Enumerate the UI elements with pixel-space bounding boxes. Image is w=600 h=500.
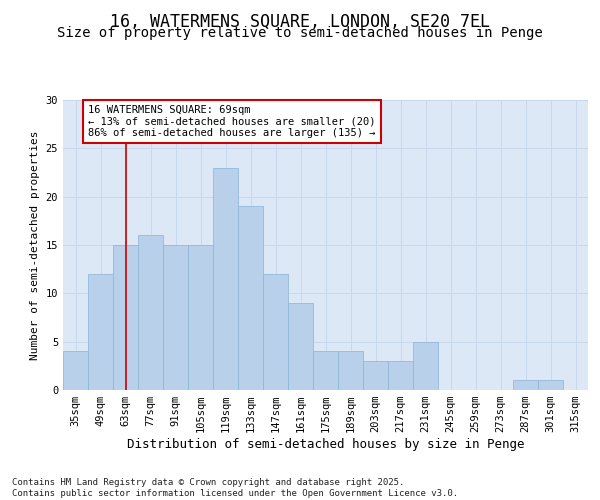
Text: Size of property relative to semi-detached houses in Penge: Size of property relative to semi-detach… [57,26,543,40]
Bar [413,342,438,390]
Bar [363,361,388,390]
Bar [238,206,263,390]
Bar [88,274,113,390]
Text: 16, WATERMENS SQUARE, LONDON, SE20 7EL: 16, WATERMENS SQUARE, LONDON, SE20 7EL [110,12,490,30]
Bar [163,245,188,390]
Bar [63,352,88,390]
Bar [188,245,213,390]
Bar [313,352,338,390]
Text: Contains HM Land Registry data © Crown copyright and database right 2025.
Contai: Contains HM Land Registry data © Crown c… [12,478,458,498]
Bar [213,168,238,390]
Bar [513,380,538,390]
Bar [263,274,288,390]
Bar [338,352,363,390]
Bar [113,245,138,390]
Bar [388,361,413,390]
Text: 16 WATERMENS SQUARE: 69sqm
← 13% of semi-detached houses are smaller (20)
86% of: 16 WATERMENS SQUARE: 69sqm ← 13% of semi… [88,105,376,138]
Bar [138,236,163,390]
X-axis label: Distribution of semi-detached houses by size in Penge: Distribution of semi-detached houses by … [127,438,524,451]
Y-axis label: Number of semi-detached properties: Number of semi-detached properties [30,130,40,360]
Bar [538,380,563,390]
Bar [288,303,313,390]
